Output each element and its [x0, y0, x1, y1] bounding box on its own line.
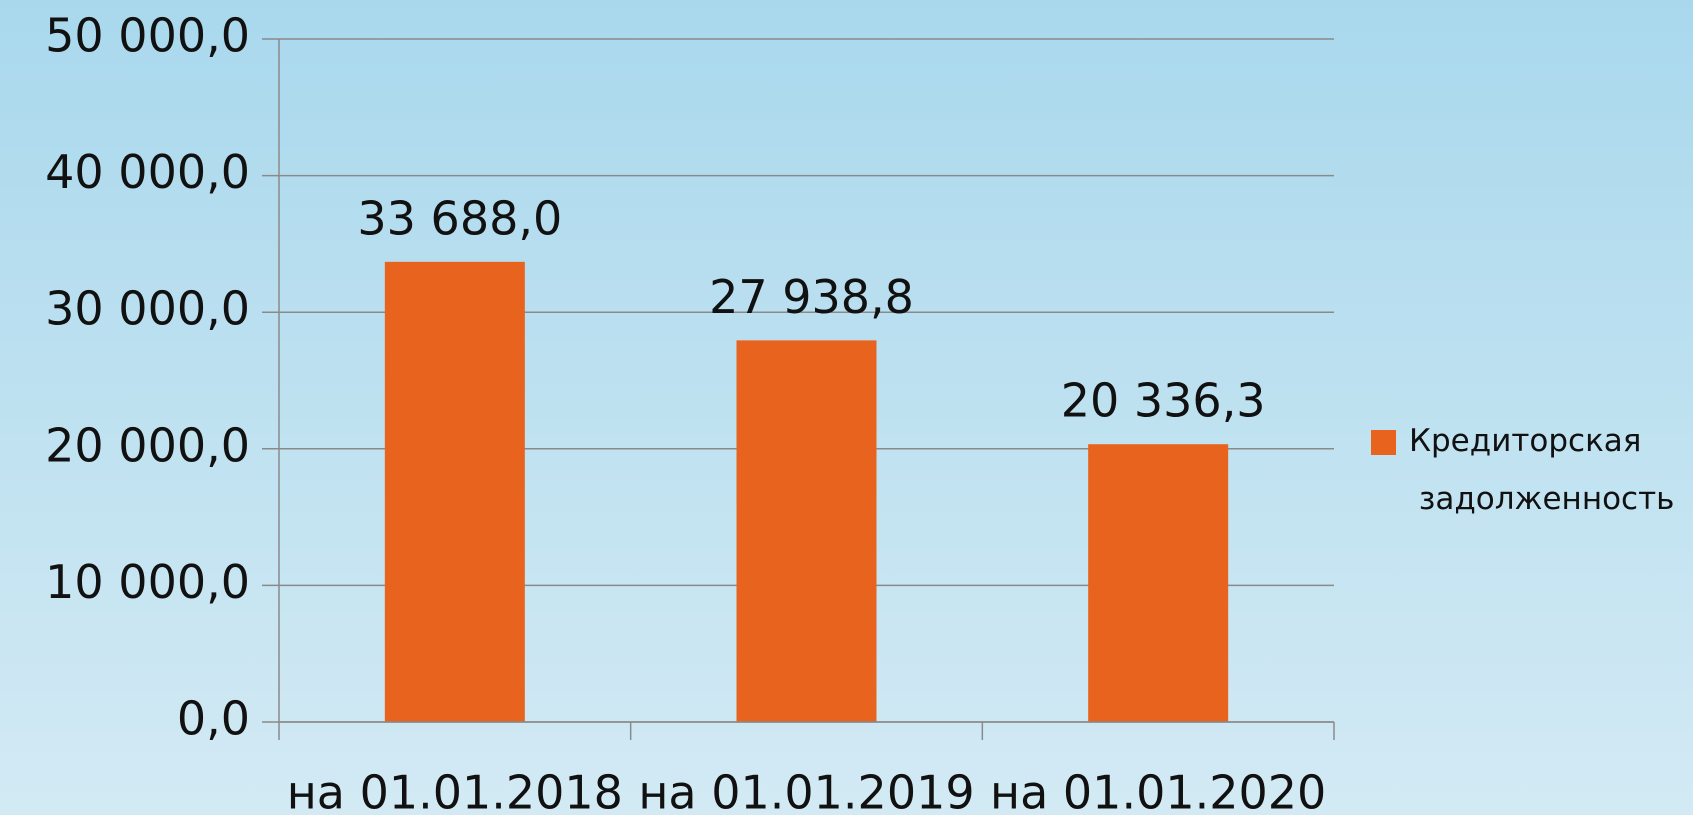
- value-label: 33 688,0: [357, 191, 562, 245]
- legend-swatch: [1371, 430, 1396, 455]
- x-tick-label: на 01.01.2018: [287, 766, 623, 815]
- y-tick-label: 40 000,0: [45, 145, 250, 199]
- x-tick-label: на 01.01.2019: [638, 766, 974, 815]
- y-tick-label: 10 000,0: [45, 555, 250, 609]
- legend-label: Кредиторская задолженность: [1409, 423, 1674, 517]
- y-tick-label: 20 000,0: [45, 418, 250, 472]
- bar: [1088, 444, 1229, 722]
- y-tick-label: 0,0: [177, 692, 250, 746]
- y-tick-label: 50 000,0: [45, 9, 250, 63]
- x-tick-label: на 01.01.2020: [990, 766, 1326, 815]
- y-tick-label: 30 000,0: [45, 282, 250, 336]
- bar: [384, 261, 525, 722]
- value-label: 27 938,8: [709, 270, 914, 324]
- value-label: 20 336,3: [1061, 374, 1266, 428]
- bar: [736, 340, 877, 722]
